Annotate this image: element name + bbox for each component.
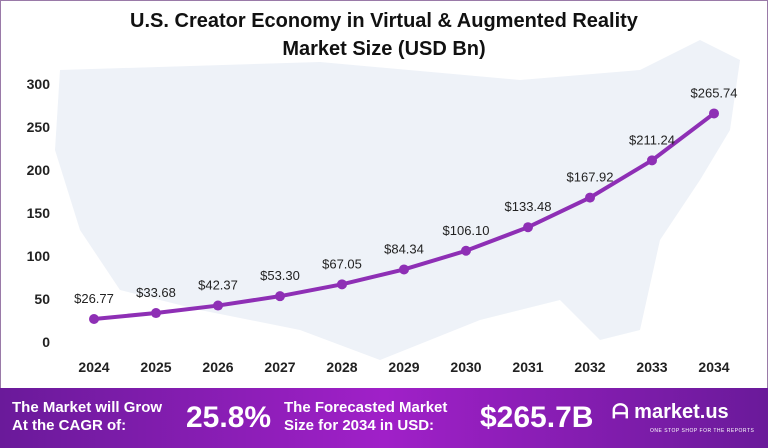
data-point	[461, 245, 471, 256]
data-point	[275, 291, 285, 302]
y-tick-label: 250	[27, 119, 51, 135]
data-label: $106.10	[443, 223, 490, 238]
data-point	[523, 222, 533, 233]
data-point	[151, 308, 161, 319]
market-us-logo: ᗩ market.us	[612, 400, 729, 424]
y-tick-label: 300	[27, 76, 51, 92]
data-point	[337, 279, 347, 290]
data-label: $265.74	[691, 85, 738, 100]
data-label: $133.48	[505, 199, 552, 214]
forecast-value: $265.7B	[480, 401, 594, 434]
x-tick-label: 2034	[698, 359, 729, 375]
data-label: $33.68	[136, 285, 176, 300]
data-point	[213, 300, 223, 311]
y-tick-label: 50	[34, 291, 50, 307]
y-tick-label: 0	[42, 334, 50, 350]
cagr-label: The Market will Grow At the CAGR of:	[12, 399, 163, 434]
x-tick-label: 2024	[78, 359, 109, 375]
x-tick-label: 2033	[636, 359, 667, 375]
data-point	[399, 264, 409, 275]
x-tick-label: 2031	[512, 359, 543, 375]
data-point	[709, 108, 719, 119]
chart-subtitle: Market Size (USD Bn)	[282, 38, 486, 60]
x-tick-label: 2029	[388, 359, 419, 375]
logo-tagline: ONE STOP SHOP FOR THE REPORTS	[650, 428, 755, 434]
forecast-label: The Forecasted Market Size for 2034 in U…	[284, 399, 448, 434]
y-tick-label: 200	[27, 162, 51, 178]
chart-title: U.S. Creator Economy in Virtual & Augmen…	[130, 10, 638, 32]
summary-banner: The Market will Grow At the CAGR of: 25.…	[0, 388, 768, 448]
cagr-value: 25.8%	[186, 401, 272, 434]
x-tick-label: 2027	[264, 359, 295, 375]
x-tick-label: 2032	[574, 359, 605, 375]
data-label: $26.77	[74, 291, 114, 306]
x-tick-label: 2030	[450, 359, 481, 375]
logo-icon: ᗩ	[612, 401, 635, 423]
data-label: $67.05	[322, 256, 362, 271]
data-label: $167.92	[567, 170, 614, 185]
line-chart: 0 50 100 150 200 250 300 2024 2025 2026 2027 2028 20…	[27, 40, 740, 375]
data-label: $42.37	[198, 278, 238, 293]
x-tick-label: 2025	[140, 359, 171, 375]
logo-text: market.us	[634, 401, 729, 423]
data-point	[89, 313, 99, 324]
data-point	[585, 192, 595, 203]
x-tick-label: 2026	[202, 359, 233, 375]
data-label: $211.24	[629, 132, 675, 147]
y-tick-label: 100	[27, 248, 51, 264]
data-label: $84.34	[384, 241, 424, 256]
x-tick-label: 2028	[326, 359, 357, 375]
y-tick-label: 150	[27, 205, 51, 221]
data-point	[647, 155, 657, 166]
us-map-background	[55, 40, 740, 360]
data-label: $53.30	[260, 268, 300, 283]
